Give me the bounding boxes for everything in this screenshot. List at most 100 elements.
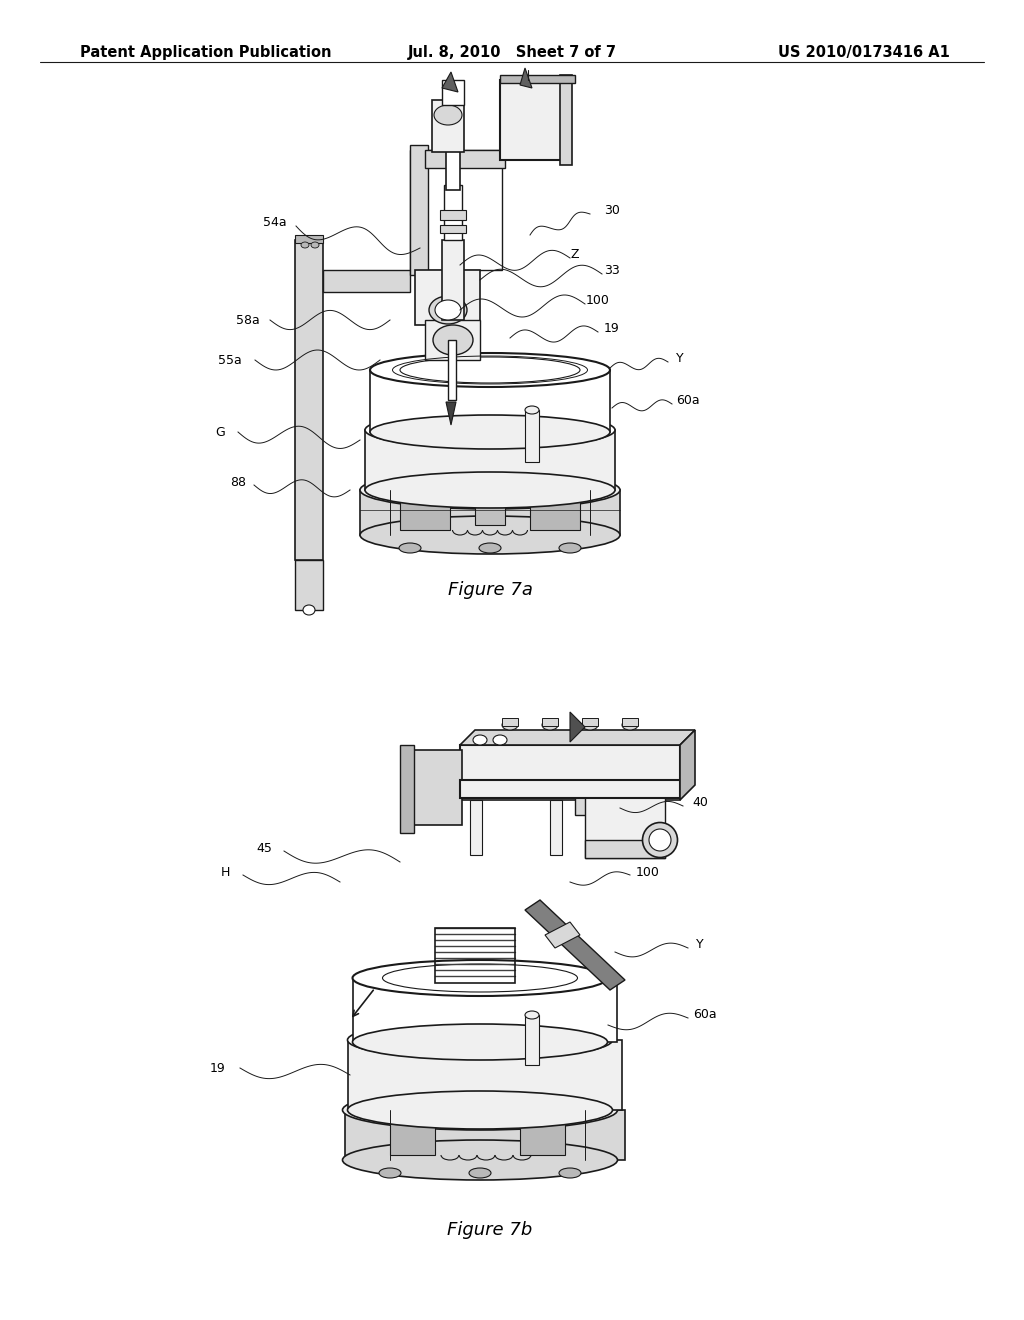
- Bar: [550, 800, 562, 855]
- Bar: [435, 928, 515, 983]
- Ellipse shape: [400, 356, 580, 383]
- Bar: [470, 800, 482, 855]
- Bar: [444, 185, 462, 240]
- Polygon shape: [680, 730, 695, 800]
- Text: 100: 100: [586, 293, 610, 306]
- Bar: [410, 750, 462, 825]
- Ellipse shape: [622, 719, 638, 730]
- Bar: [502, 718, 518, 726]
- Ellipse shape: [429, 296, 467, 323]
- Text: Figure 7b: Figure 7b: [447, 1221, 532, 1239]
- Bar: [500, 81, 565, 160]
- Text: Jul. 8, 2010   Sheet 7 of 7: Jul. 8, 2010 Sheet 7 of 7: [408, 45, 616, 59]
- Bar: [390, 1115, 435, 1155]
- Text: 55a: 55a: [218, 354, 242, 367]
- Bar: [432, 100, 464, 152]
- Bar: [460, 744, 680, 800]
- Bar: [582, 718, 598, 726]
- Ellipse shape: [649, 829, 671, 851]
- Ellipse shape: [479, 543, 501, 553]
- Bar: [520, 1115, 565, 1155]
- Ellipse shape: [342, 1090, 617, 1130]
- Bar: [449, 341, 456, 400]
- Ellipse shape: [311, 242, 319, 248]
- Bar: [475, 500, 505, 525]
- Text: 40: 40: [692, 796, 708, 808]
- Ellipse shape: [542, 719, 558, 730]
- Ellipse shape: [379, 1168, 401, 1177]
- Text: 19: 19: [210, 1061, 226, 1074]
- Polygon shape: [353, 978, 617, 1041]
- Bar: [460, 744, 680, 783]
- Bar: [446, 140, 460, 190]
- Ellipse shape: [370, 414, 610, 449]
- Ellipse shape: [435, 300, 461, 319]
- Bar: [442, 81, 464, 106]
- Ellipse shape: [347, 1020, 612, 1059]
- Ellipse shape: [559, 1168, 581, 1177]
- Polygon shape: [570, 711, 585, 742]
- Polygon shape: [545, 921, 580, 948]
- Bar: [295, 240, 323, 560]
- Text: 45: 45: [256, 842, 272, 854]
- Text: Y: Y: [696, 939, 703, 952]
- Bar: [542, 425, 558, 437]
- Polygon shape: [323, 271, 410, 292]
- Bar: [575, 795, 660, 814]
- Polygon shape: [370, 370, 610, 432]
- Text: Patent Application Publication: Patent Application Publication: [80, 45, 332, 59]
- Ellipse shape: [301, 242, 309, 248]
- Ellipse shape: [582, 719, 598, 730]
- Ellipse shape: [352, 1024, 607, 1060]
- Bar: [460, 780, 680, 799]
- Polygon shape: [520, 69, 532, 88]
- Bar: [410, 145, 428, 275]
- Bar: [525, 411, 539, 462]
- Bar: [622, 718, 638, 726]
- Bar: [525, 1015, 539, 1065]
- Text: 88: 88: [230, 475, 246, 488]
- Ellipse shape: [352, 960, 607, 997]
- Bar: [295, 235, 323, 243]
- Polygon shape: [525, 900, 625, 990]
- Ellipse shape: [469, 1168, 490, 1177]
- Text: US 2010/0173416 A1: US 2010/0173416 A1: [778, 45, 950, 59]
- Text: Y: Y: [676, 351, 684, 364]
- Bar: [440, 210, 466, 220]
- Text: G: G: [215, 425, 225, 438]
- Ellipse shape: [433, 325, 473, 355]
- Bar: [630, 800, 642, 855]
- Ellipse shape: [383, 964, 578, 993]
- Text: 19: 19: [604, 322, 620, 334]
- Text: Figure 7a: Figure 7a: [447, 581, 532, 599]
- Bar: [442, 240, 464, 319]
- Bar: [500, 75, 575, 83]
- Ellipse shape: [360, 471, 620, 510]
- Ellipse shape: [473, 735, 487, 744]
- Ellipse shape: [525, 407, 539, 414]
- Ellipse shape: [642, 822, 678, 858]
- Ellipse shape: [360, 516, 620, 554]
- Polygon shape: [365, 430, 615, 490]
- Polygon shape: [345, 1110, 625, 1160]
- Ellipse shape: [502, 719, 518, 730]
- Polygon shape: [460, 730, 695, 744]
- Text: 60a: 60a: [693, 1008, 717, 1022]
- Ellipse shape: [347, 1092, 612, 1129]
- Polygon shape: [585, 795, 665, 858]
- Text: 100: 100: [636, 866, 659, 879]
- Bar: [415, 271, 480, 325]
- Bar: [542, 718, 558, 726]
- Bar: [440, 224, 466, 234]
- Bar: [585, 840, 665, 858]
- Ellipse shape: [525, 1011, 539, 1019]
- Bar: [422, 425, 438, 437]
- Text: 58a: 58a: [237, 314, 260, 326]
- Bar: [425, 150, 505, 168]
- Bar: [400, 744, 414, 833]
- Ellipse shape: [559, 543, 581, 553]
- Polygon shape: [360, 490, 620, 535]
- Bar: [530, 495, 580, 531]
- Ellipse shape: [399, 543, 421, 553]
- Bar: [400, 495, 450, 531]
